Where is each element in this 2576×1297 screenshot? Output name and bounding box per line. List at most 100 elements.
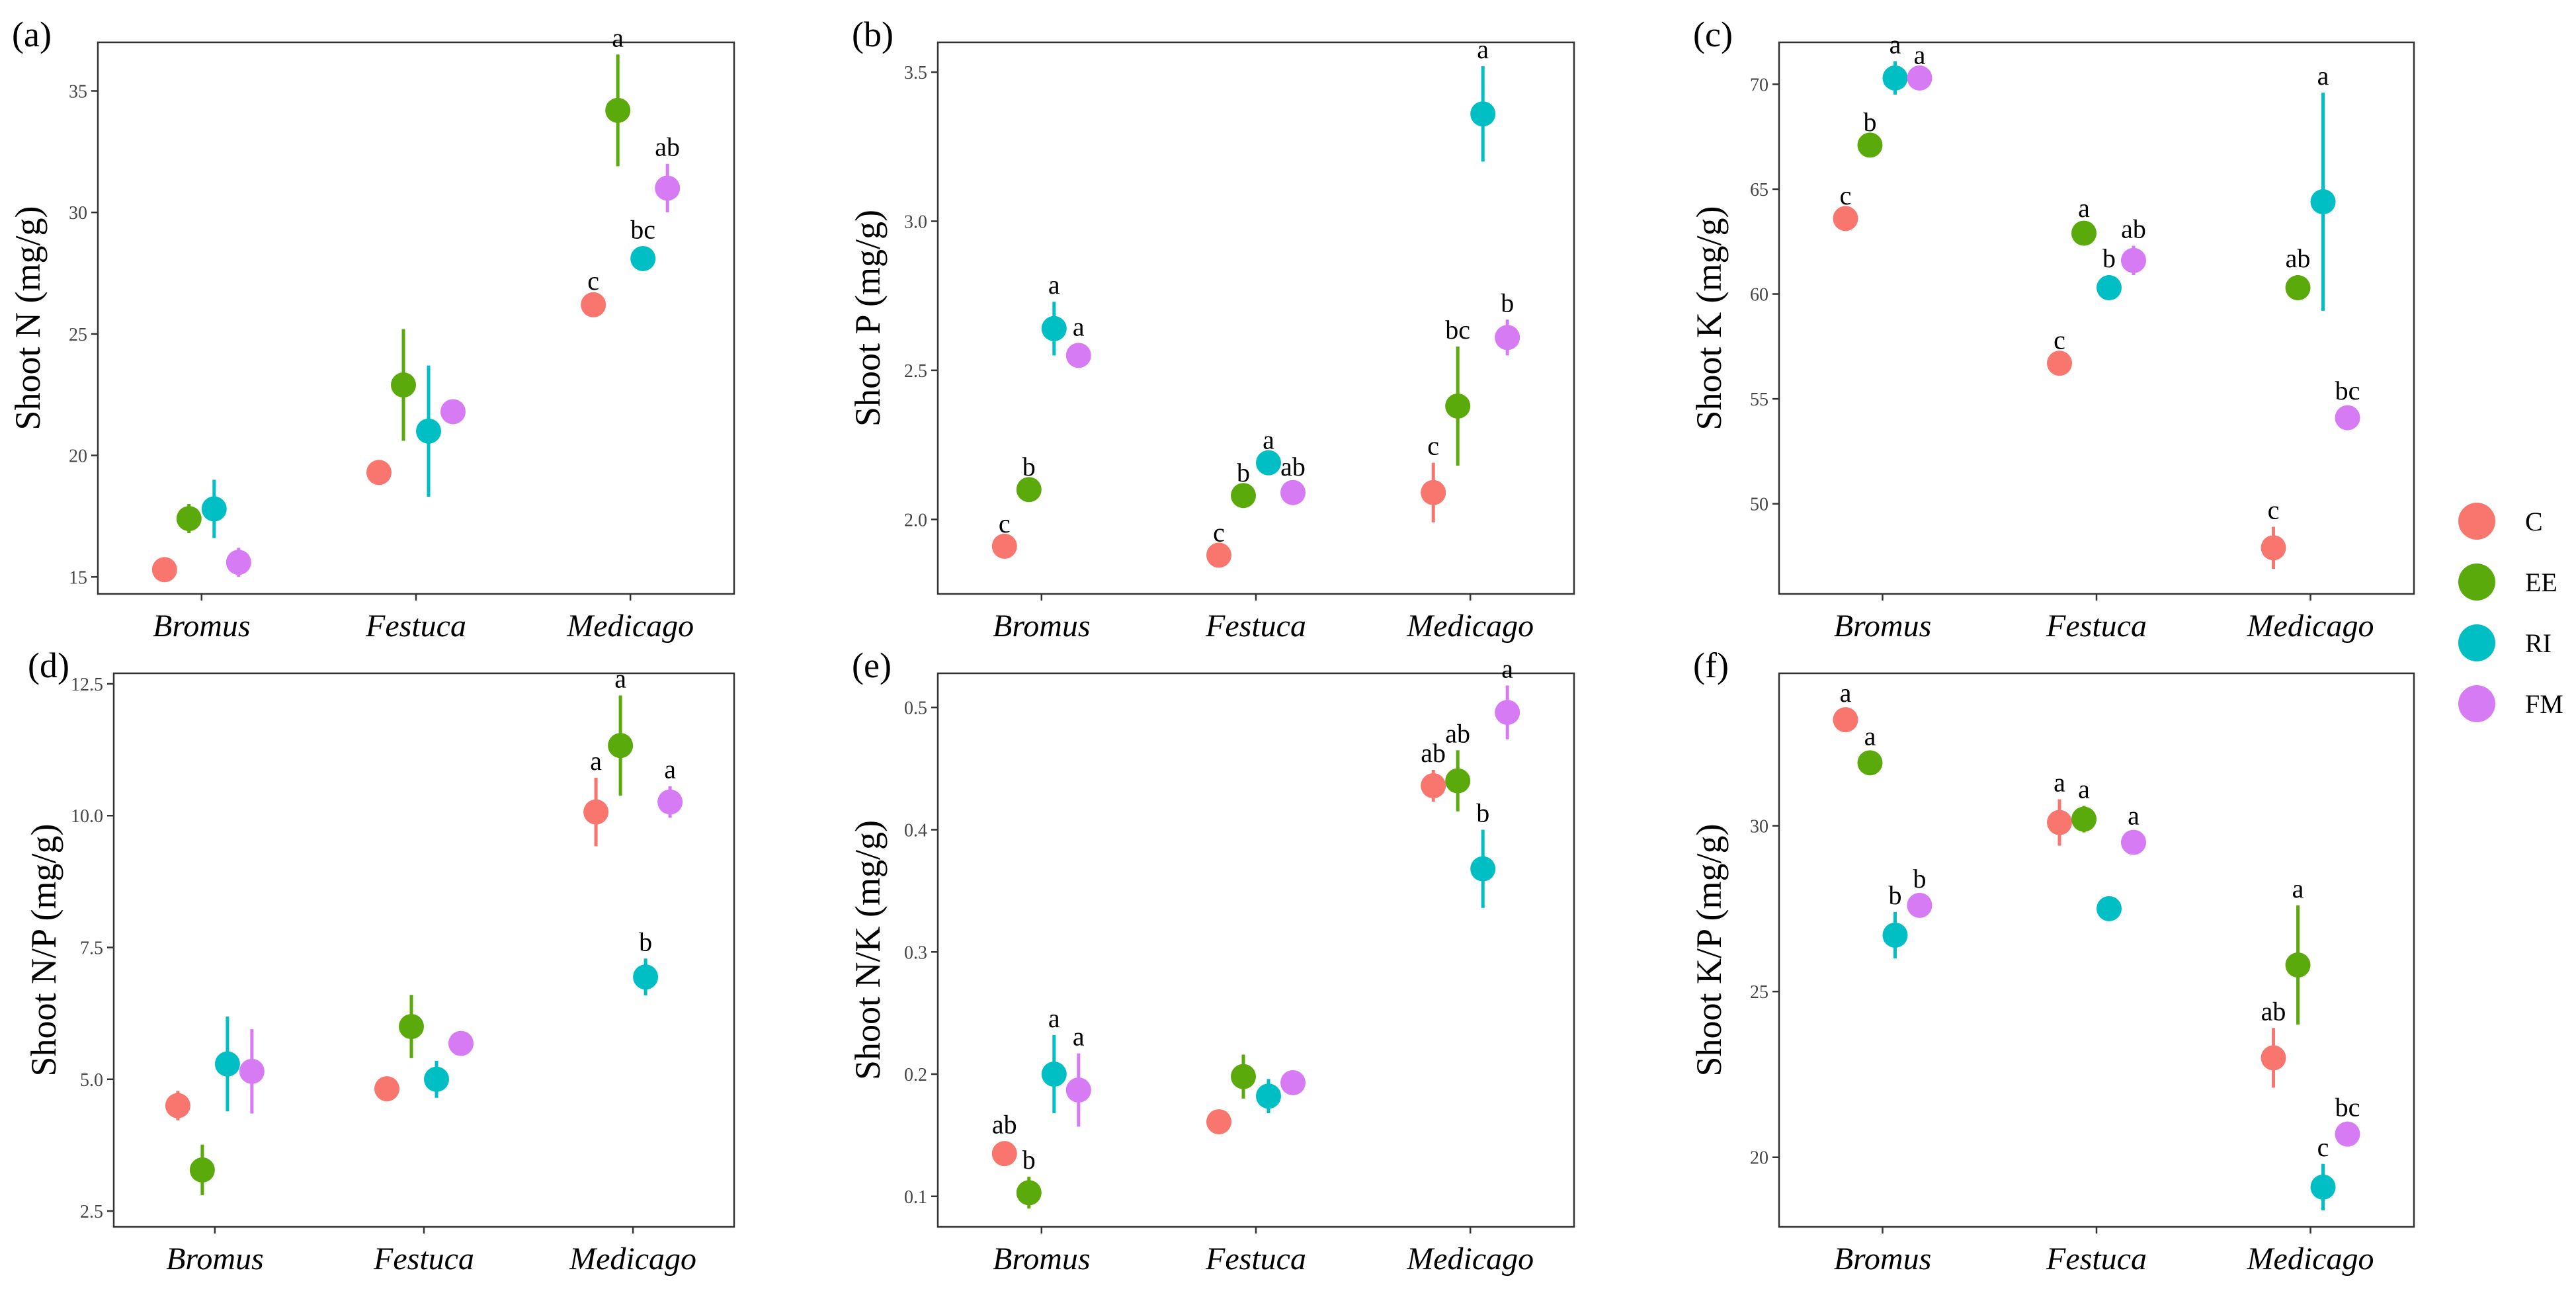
y-tick-label: 0.2: [904, 1065, 927, 1085]
point-FM: [1280, 480, 1306, 505]
point-EE: [1857, 132, 1883, 158]
panel-label: (a): [12, 15, 52, 54]
legend-item-C: C: [2458, 503, 2543, 540]
panel-5: (f) Shoot K/P (mg/g) 20 25 30 Bromus Festuca Me…: [1689, 646, 2415, 1276]
point-C: [991, 533, 1017, 559]
significance-label: c: [1840, 181, 1852, 210]
legend-item-EE: EE: [2458, 564, 2557, 601]
point-RI: [1470, 101, 1496, 127]
significance-label: b: [1237, 458, 1250, 487]
point-FM: [1495, 700, 1520, 726]
x-tick-label: Medicago: [1406, 1241, 1534, 1276]
y-tick-label: 55: [1750, 390, 1768, 410]
point-RI: [214, 1051, 240, 1077]
significance-label: a: [612, 22, 624, 52]
x-tick-label: Medicago: [569, 1241, 696, 1276]
x-tick-label: Festuca: [1205, 608, 1306, 644]
significance-label: bc: [630, 215, 655, 245]
x-tick-label: Bromus: [166, 1241, 264, 1276]
significance-label: ab: [2286, 243, 2311, 273]
point-FM: [655, 175, 681, 201]
significance-label: a: [1501, 653, 1513, 683]
y-tick-label: 5.0: [80, 1070, 103, 1091]
point-RI: [630, 245, 656, 271]
legend-key-dot: [2458, 624, 2495, 661]
point-C: [1421, 480, 1446, 505]
point-EE: [391, 372, 416, 398]
x-tick-label: Festuca: [2046, 1241, 2147, 1276]
y-tick-label: 25: [1750, 982, 1768, 1003]
point-C: [2047, 351, 2072, 376]
panel-frame: [936, 672, 1575, 1228]
y-tick-label: 7.5: [80, 939, 103, 959]
point-EE: [176, 506, 202, 532]
y-tick-label: 70: [1750, 75, 1768, 95]
panel-2: (c) Shoot K (mg/g) 50 55 60 65 70 Bromus Festuca…: [1689, 15, 2415, 644]
legend-label: C: [2525, 507, 2543, 536]
significance-label: ab: [2121, 214, 2146, 244]
point-RI: [1041, 1062, 1067, 1087]
point-C: [1206, 1109, 1231, 1135]
point-C: [2047, 810, 2072, 835]
point-C: [1833, 206, 1858, 231]
significance-label: a: [614, 663, 626, 693]
x-tick-label: Festuca: [1205, 1241, 1306, 1276]
point-EE: [608, 733, 634, 759]
panels: (a) Shoot N (mg/g) 15 20 25 30 35 Bromus Festuca…: [8, 15, 2415, 1276]
significance-label: c: [2054, 325, 2065, 355]
legend-key-dot: [2458, 564, 2495, 601]
x-tick-label: Bromus: [1834, 608, 1932, 644]
legend-item-RI: RI: [2458, 624, 2552, 661]
significance-label: a: [2317, 61, 2329, 91]
legend: C EE RI FM: [2458, 503, 2563, 722]
point-C: [1421, 773, 1446, 798]
x-tick-label: Bromus: [1834, 1241, 1932, 1276]
x-tick-label: Festuca: [365, 608, 466, 644]
significance-label: a: [664, 755, 676, 784]
significance-label: c: [1427, 431, 1439, 461]
point-RI: [2097, 275, 2122, 301]
significance-label: bc: [1445, 315, 1470, 345]
point-EE: [189, 1157, 215, 1183]
y-axis-label: Shoot P (mg/g): [848, 210, 888, 427]
y-tick-label: 30: [69, 203, 87, 224]
point-FM: [448, 1030, 474, 1056]
point-RI: [633, 964, 659, 990]
y-tick-label: 3.0: [904, 212, 927, 232]
panel-0: (a) Shoot N (mg/g) 15 20 25 30 35 Bromus Festuca…: [8, 15, 735, 644]
point-FM: [1495, 325, 1520, 351]
significance-label: a: [2128, 801, 2140, 831]
point-RI: [1882, 922, 1908, 948]
significance-label: bc: [2335, 376, 2360, 405]
point-RI: [201, 496, 227, 522]
point-RI: [1256, 450, 1281, 476]
point-RI: [2310, 1174, 2336, 1200]
significance-label: a: [1864, 721, 1876, 751]
point-FM: [2121, 247, 2146, 273]
x-tick-label: Festuca: [2046, 608, 2147, 644]
point-FM: [1280, 1069, 1306, 1095]
significance-label: b: [1913, 864, 1926, 894]
point-EE: [1231, 483, 1256, 509]
point-RI: [1470, 856, 1496, 882]
point-RI: [2310, 189, 2336, 215]
y-tick-label: 2.0: [904, 510, 927, 530]
point-FM: [239, 1058, 265, 1084]
significance-label: b: [1022, 1145, 1036, 1175]
y-tick-label: 0.3: [904, 942, 927, 963]
significance-label: a: [1073, 312, 1085, 341]
significance-label: c: [2317, 1132, 2329, 1162]
significance-label: c: [2268, 495, 2280, 525]
x-tick-label: Medicago: [2247, 608, 2374, 644]
point-C: [583, 799, 609, 825]
significance-label: a: [2078, 774, 2090, 804]
y-axis-label: Shoot K/P (mg/g): [1689, 823, 1729, 1076]
x-tick-label: Festuca: [373, 1241, 474, 1276]
point-FM: [657, 789, 683, 815]
legend-label: FM: [2525, 689, 2563, 719]
legend-item-FM: FM: [2458, 685, 2563, 722]
y-tick-label: 50: [1750, 495, 1768, 515]
point-FM: [226, 550, 251, 575]
panel-label: (e): [852, 646, 892, 685]
